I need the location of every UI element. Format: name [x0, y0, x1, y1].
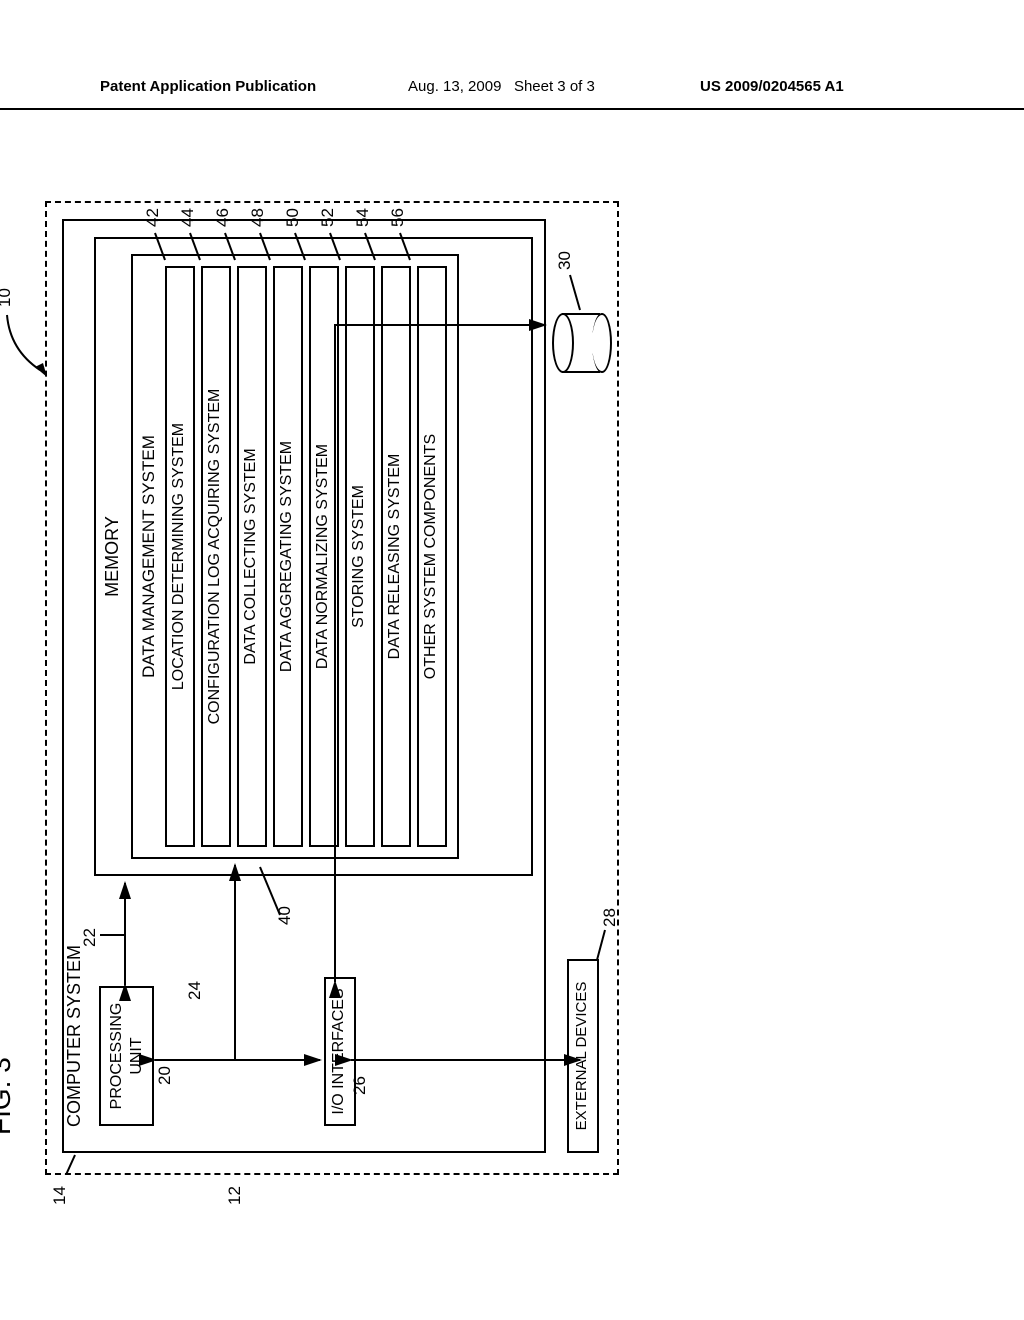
- header-sheet: Sheet 3 of 3: [514, 78, 595, 95]
- ref-42: 42: [143, 208, 163, 227]
- ref-22: 22: [80, 928, 100, 947]
- ref-28: 28: [600, 908, 620, 927]
- header-mid: Aug. 13, 2009 Sheet 3 of 3: [408, 78, 595, 95]
- header-right: US 2009/0204565 A1: [700, 78, 844, 95]
- system-label-3: DATA AGGREGATING SYSTEM: [278, 441, 295, 672]
- system-row-1: CONFIGURATION LOG ACQUIRING SYSTEM: [201, 266, 231, 847]
- processing-unit-box: PROCESSING UNIT: [99, 986, 154, 1126]
- computer-system-box: COMPUTER SYSTEM PROCESSING UNIT I/O INTE…: [62, 219, 546, 1153]
- system-row-0: LOCATION DETERMINING SYSTEM: [165, 266, 195, 847]
- ref-52: 52: [318, 208, 338, 227]
- figure-label: FIG. 3: [0, 1057, 17, 1135]
- ref-24: 24: [185, 981, 205, 1000]
- page-header: Patent Application Publication Aug. 13, …: [0, 78, 1024, 110]
- ref-48: 48: [248, 208, 268, 227]
- system-row-2: DATA COLLECTING SYSTEM: [237, 266, 267, 847]
- ref-40: 40: [275, 906, 295, 925]
- processing-unit-label: PROCESSING UNIT: [108, 1003, 145, 1110]
- ref-56: 56: [388, 208, 408, 227]
- io-interfaces-box: I/O INTERFACES: [324, 977, 356, 1126]
- ref-10: 10: [0, 288, 15, 307]
- database-icon: [552, 313, 607, 373]
- system-row-3: DATA AGGREGATING SYSTEM: [273, 266, 303, 847]
- ref-54: 54: [353, 208, 373, 227]
- external-devices-box: EXTERNAL DEVICES: [567, 959, 599, 1153]
- computer-system-title: COMPUTER SYSTEM: [62, 941, 87, 1131]
- system-row-7: OTHER SYSTEM COMPONENTS: [417, 266, 447, 847]
- environment-box: COMPUTER SYSTEM PROCESSING UNIT I/O INTE…: [45, 201, 619, 1175]
- ref-12: 12: [225, 1186, 245, 1205]
- ref-26: 26: [350, 1076, 370, 1095]
- header-left: Patent Application Publication: [100, 78, 316, 95]
- ref-50: 50: [283, 208, 303, 227]
- system-row-6: DATA RELEASING SYSTEM: [381, 266, 411, 847]
- ref-46: 46: [213, 208, 233, 227]
- dms-box: DATA MANAGEMENT SYSTEM LOCATION DETERMIN…: [131, 254, 459, 859]
- ref-20: 20: [155, 1066, 175, 1085]
- memory-box: MEMORY DATA MANAGEMENT SYSTEM LOCATION D…: [94, 237, 533, 876]
- page: Patent Application Publication Aug. 13, …: [0, 0, 1024, 1320]
- system-label-2: DATA COLLECTING SYSTEM: [242, 448, 259, 664]
- system-row-4: DATA NORMALIZING SYSTEM: [309, 266, 339, 847]
- ref-14: 14: [50, 1186, 70, 1205]
- dms-title: DATA MANAGEMENT SYSTEM: [139, 266, 159, 847]
- system-label-1: CONFIGURATION LOG ACQUIRING SYSTEM: [206, 389, 223, 725]
- system-label-5: STORING SYSTEM: [350, 485, 367, 628]
- figure-area: FIG. 3 10 COMPUTER SYSTEM PROCESSING UNI…: [55, 305, 1015, 1055]
- system-label-7: OTHER SYSTEM COMPONENTS: [422, 434, 439, 679]
- ref-44: 44: [178, 208, 198, 227]
- system-label-0: LOCATION DETERMINING SYSTEM: [170, 423, 187, 690]
- system-label-4: DATA NORMALIZING SYSTEM: [314, 444, 331, 669]
- system-label-6: DATA RELEASING SYSTEM: [386, 454, 403, 660]
- ref-30: 30: [555, 251, 575, 270]
- header-date: Aug. 13, 2009: [408, 78, 501, 95]
- memory-title: MEMORY: [102, 239, 123, 874]
- system-row-5: STORING SYSTEM: [345, 266, 375, 847]
